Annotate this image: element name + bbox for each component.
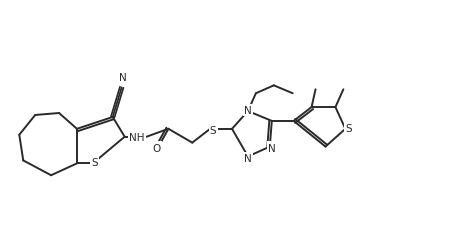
Text: S: S	[91, 158, 98, 168]
Text: S: S	[345, 123, 352, 133]
Text: N: N	[119, 73, 127, 83]
Text: O: O	[152, 143, 160, 153]
Text: NH: NH	[129, 132, 144, 142]
Text: N: N	[244, 154, 252, 164]
Text: N: N	[244, 106, 252, 116]
Text: N: N	[268, 143, 276, 153]
Text: S: S	[210, 125, 217, 135]
